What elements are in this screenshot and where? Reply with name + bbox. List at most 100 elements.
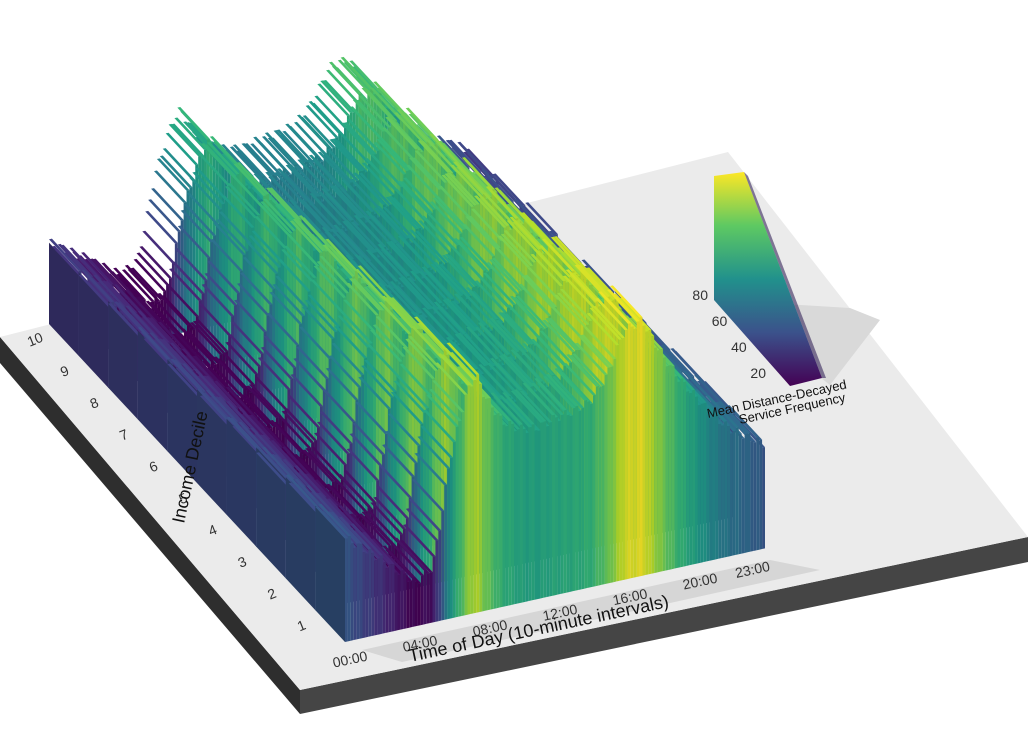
surface-bar-top: [474, 326, 508, 360]
surface-bar: [400, 570, 404, 630]
surface-bar-top: [706, 395, 739, 428]
surface-bar-top: [530, 253, 563, 287]
surface-bar-top: [295, 219, 329, 252]
surface-bar-top: [284, 245, 317, 279]
surface-bar-top: [609, 285, 643, 318]
surface-bar-top: [581, 259, 615, 292]
surface-bars: [49, 56, 765, 642]
surface-bar-top: [81, 252, 114, 285]
surface-bar: [374, 560, 378, 636]
surface-bar-top: [355, 401, 388, 435]
surface-bar-top: [256, 452, 289, 485]
surface-bar-top: [273, 130, 307, 163]
surface-bar-top: [195, 167, 228, 201]
surface-bar-top: [81, 269, 115, 303]
surface-bar: [402, 356, 406, 553]
surface-bar-top: [522, 343, 555, 376]
surface-bar-top: [367, 344, 400, 377]
surface-bar-top: [297, 159, 330, 192]
surface-bar: [269, 304, 273, 429]
surface-bar-top: [492, 257, 525, 291]
surface-bar-top: [294, 165, 327, 199]
surface-bar-top: [394, 242, 428, 276]
x-tick-labels: 00:00 04:00 08:00 12:00 16:00 20:00 23:00: [331, 558, 771, 671]
surface-bar-top: [577, 264, 610, 298]
surface-bar-top: [415, 230, 448, 264]
surface-bar-top: [231, 321, 264, 355]
surface-bar-top: [370, 87, 403, 121]
surface-bar-top: [550, 236, 584, 270]
surface-bar-top: [221, 195, 255, 228]
surface-bar: [590, 403, 593, 588]
surface-bar: [703, 402, 707, 563]
surface-bar-top: [430, 306, 464, 339]
surface-bar-top: [506, 219, 540, 253]
surface-bar-top: [513, 198, 547, 232]
surface-bar-top: [510, 349, 543, 382]
surface-bar-top: [225, 341, 258, 375]
surface-bar-top: [285, 123, 318, 157]
surface-bar: [724, 421, 728, 558]
surface-bar-top: [237, 407, 271, 440]
surface-bar-top: [158, 338, 191, 371]
surface-row-end: [137, 330, 168, 452]
surface-bar-top: [180, 209, 214, 243]
surface-bar-top: [376, 138, 410, 172]
surface-row-end: [49, 242, 79, 356]
surface-bar: [198, 155, 202, 330]
surface-bar-top: [343, 299, 376, 332]
surface-bar-top: [457, 332, 490, 366]
surface-bar-top: [104, 280, 138, 314]
surface-bar-top: [317, 421, 350, 455]
surface-bar-top: [497, 235, 531, 268]
surface-bar-top: [340, 311, 373, 344]
surface-bar-top: [305, 473, 339, 506]
surface-bar-top: [318, 503, 351, 537]
x-tick-label: 08:00: [471, 616, 509, 639]
surface-bar: [284, 247, 287, 426]
surface-bar-top: [447, 172, 480, 205]
surface-bar-top: [513, 389, 547, 422]
surface-bar-top: [521, 212, 554, 245]
surface-bar-top: [270, 439, 303, 473]
surface-bar: [604, 374, 608, 585]
surface-bar-top: [406, 234, 440, 268]
surface-bar-top: [236, 162, 270, 195]
surface-bar: [177, 231, 181, 334]
surface-bar-top: [341, 122, 374, 156]
surface-bar: [393, 391, 397, 555]
surface-bar: [355, 399, 359, 525]
surface-bar-top: [304, 299, 338, 333]
surface-bar-top: [167, 363, 200, 396]
surface-bar-top: [429, 201, 463, 234]
surface-bar-top: [482, 192, 516, 226]
surface-bar: [403, 573, 407, 629]
surface-bar: [730, 433, 733, 557]
surface-bar: [727, 425, 730, 557]
surface-bar-top: [426, 140, 460, 173]
surface-bar: [388, 563, 392, 633]
surface-bar-top: [146, 317, 179, 350]
surface-bar-top: [507, 356, 540, 389]
surface-bar-top: [329, 61, 362, 95]
surface-bar-top: [137, 310, 170, 343]
surface-bar-top: [658, 345, 692, 378]
surface-bar-top: [192, 171, 225, 205]
surface-bar-top: [525, 202, 558, 235]
surface-bar: [642, 325, 646, 576]
surface-bar-top: [504, 398, 538, 431]
surface-bar-top: [205, 375, 238, 409]
surface-bar-top: [113, 267, 146, 301]
surface-bar-top: [454, 333, 488, 367]
surface-bar-top: [326, 498, 360, 531]
surface-bar-top: [434, 362, 468, 395]
surface-bar-top: [260, 201, 293, 234]
surface-bar-top: [542, 319, 575, 353]
surface-bar-top: [454, 293, 487, 326]
surface-bar-top: [266, 187, 299, 220]
surface-bar: [587, 401, 590, 589]
surface-bar-top: [394, 537, 427, 571]
surface-bar-top: [69, 247, 102, 280]
surface-bar: [607, 367, 611, 584]
surface-bar-top: [136, 252, 170, 285]
